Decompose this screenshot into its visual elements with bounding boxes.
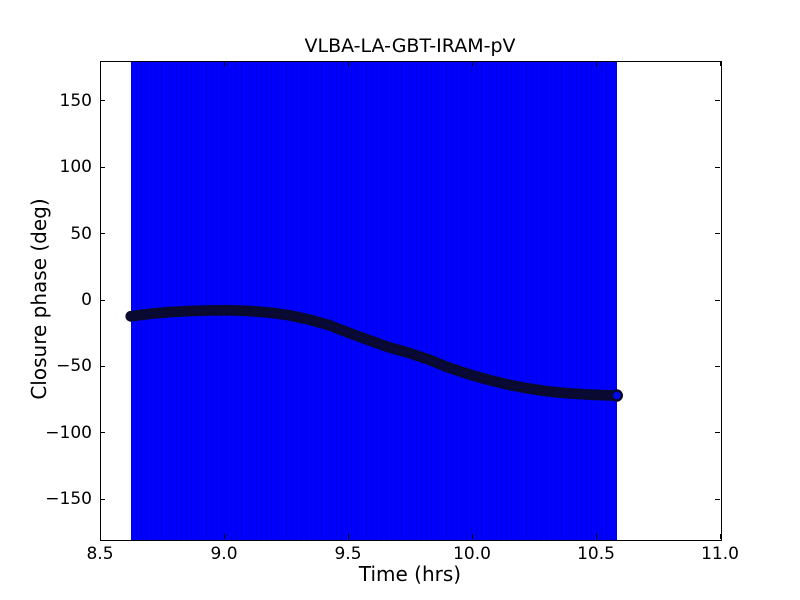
y-tick-label: −150	[45, 489, 92, 510]
y-tick-mark-right	[715, 233, 720, 235]
y-tick-label: 150	[59, 90, 92, 111]
x-tick-mark	[99, 534, 101, 539]
axes-area	[100, 61, 722, 541]
x-tick-mark-top	[223, 61, 225, 66]
x-tick-mark-top	[719, 61, 721, 66]
x-tick-mark	[223, 534, 225, 539]
data-series-layer	[125, 304, 623, 402]
x-tick-mark-top	[595, 61, 597, 66]
y-tick-label: −50	[56, 356, 92, 377]
x-tick-mark-top	[347, 61, 349, 66]
y-tick-mark-right	[715, 299, 720, 301]
y-tick-label: 100	[59, 157, 92, 178]
x-tick-mark	[719, 534, 721, 539]
y-tick-mark-right	[715, 100, 720, 102]
y-tick-mark	[100, 166, 105, 168]
x-tick-mark	[347, 534, 349, 539]
x-tick-mark	[471, 534, 473, 539]
y-tick-mark-right	[715, 166, 720, 168]
y-tick-label: 50	[70, 223, 92, 244]
y-tick-mark	[100, 498, 105, 500]
x-tick-label: 9.0	[210, 544, 238, 564]
y-tick-mark-right	[715, 365, 720, 367]
y-tick-label: −100	[45, 422, 92, 443]
x-axis-label: Time (hrs)	[358, 562, 462, 586]
x-tick-mark	[595, 534, 597, 539]
y-tick-mark-right	[715, 498, 720, 500]
x-tick-label: 11.0	[701, 544, 739, 564]
data-point	[610, 389, 623, 402]
x-tick-label: 10.0	[453, 544, 491, 564]
x-tick-label: 10.5	[577, 544, 615, 564]
y-tick-mark	[100, 100, 105, 102]
y-tick-label: 0	[81, 290, 92, 310]
plot-title: VLBA-LA-GBT-IRAM-pV	[304, 35, 516, 57]
error-band	[130, 62, 617, 540]
y-tick-mark	[100, 299, 105, 301]
x-tick-label: 8.5	[86, 544, 114, 564]
x-tick-mark-top	[471, 61, 473, 66]
x-tick-label: 9.5	[334, 544, 362, 564]
y-tick-mark	[100, 365, 105, 367]
x-tick-mark-top	[99, 61, 101, 66]
y-tick-mark-right	[715, 432, 720, 434]
y-tick-mark	[100, 233, 105, 235]
y-tick-mark	[100, 432, 105, 434]
